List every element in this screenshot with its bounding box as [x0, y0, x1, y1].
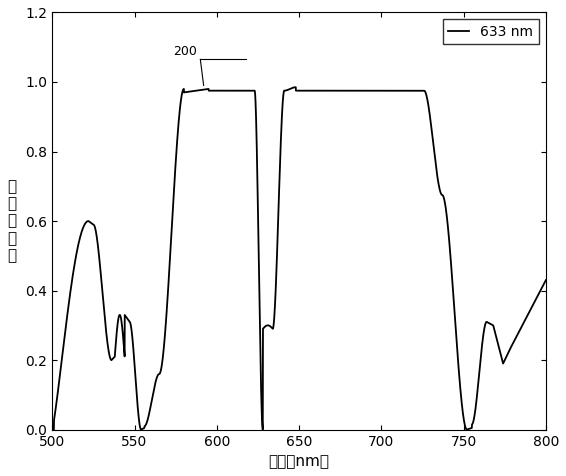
Y-axis label: 反
射
率
变
化: 反 射 率 变 化 — [7, 179, 16, 263]
Legend: 633 nm: 633 nm — [443, 20, 539, 44]
X-axis label: 波长（nm）: 波长（nm） — [268, 454, 329, 469]
Text: 200: 200 — [173, 45, 197, 58]
